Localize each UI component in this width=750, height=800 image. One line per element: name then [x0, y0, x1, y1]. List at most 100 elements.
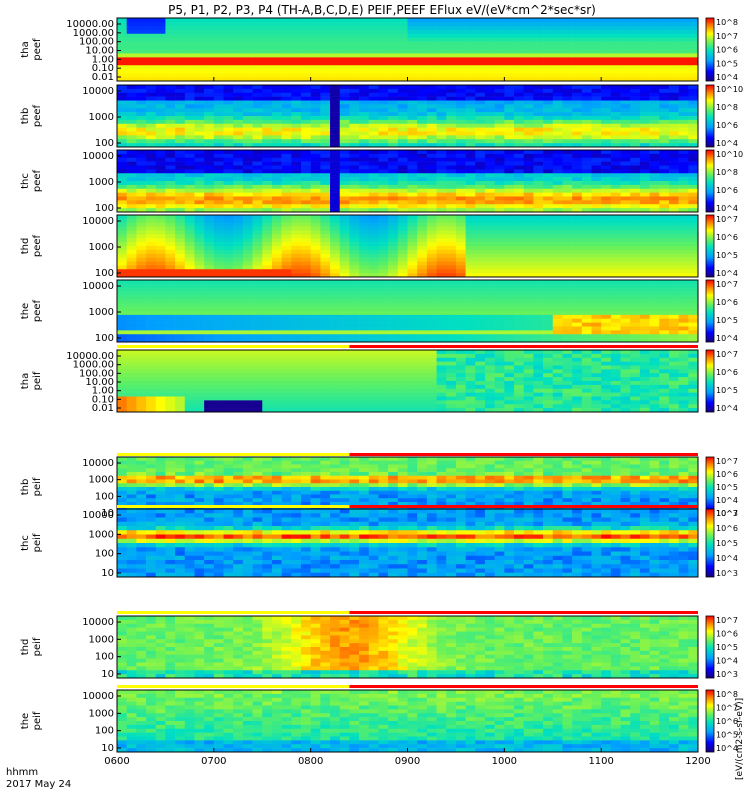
- heatmap-cell: [552, 353, 563, 359]
- heatmap-cell: [591, 173, 602, 178]
- heatmap-cell: [591, 123, 602, 128]
- heatmap-cell: [136, 253, 147, 258]
- heatmap-cell: [639, 153, 650, 159]
- heatmap-cell: [339, 127, 350, 132]
- heatmap-cell: [610, 269, 621, 274]
- heatmap-cell: [242, 196, 253, 201]
- heatmap-cell: [310, 116, 321, 121]
- heatmap-cell: [388, 181, 399, 186]
- heatmap-cell: [281, 96, 292, 101]
- heatmap-cell: [126, 119, 137, 125]
- heatmap-cell: [184, 218, 195, 224]
- heatmap-cell: [175, 77, 186, 82]
- heatmap-cell: [242, 173, 253, 178]
- heatmap-cell: [610, 104, 621, 109]
- heatmap-cell: [388, 246, 399, 251]
- heatmap-cell: [213, 104, 224, 109]
- heatmap-cell: [204, 318, 215, 323]
- heatmap-cell: [165, 169, 176, 174]
- heatmap-cell: [175, 330, 186, 335]
- heatmap-cell: [310, 204, 321, 209]
- heatmap-cell: [514, 41, 524, 46]
- heatmap-cell: [475, 29, 486, 35]
- heatmap-cell: [339, 242, 350, 247]
- heatmap-cell: [184, 222, 195, 227]
- heatmap-cell: [155, 153, 166, 159]
- heatmap-cell: [514, 57, 524, 62]
- heatmap-cell: [320, 165, 331, 170]
- heatmap-cell: [136, 181, 147, 186]
- heatmap-cell: [668, 230, 679, 235]
- heatmap-cell: [242, 41, 253, 46]
- heatmap-cell: [572, 165, 583, 170]
- heatmap-cell: [630, 77, 641, 82]
- heatmap-cell: [165, 143, 176, 148]
- heatmap-cell: [668, 242, 679, 247]
- heatmap-cell: [426, 265, 437, 270]
- heatmap-cell: [543, 92, 554, 97]
- heatmap-cell: [417, 192, 428, 197]
- heatmap-cell: [165, 153, 176, 159]
- heatmap-cell: [388, 177, 399, 182]
- heatmap-cell: [455, 314, 466, 320]
- heatmap-cell: [242, 73, 253, 78]
- heatmap-cell: [494, 177, 505, 182]
- heatmap-cell: [591, 165, 602, 170]
- heatmap-cell: [368, 25, 379, 31]
- heatmap-cell: [213, 119, 224, 125]
- heatmap-cell: [271, 303, 282, 308]
- heatmap-cell: [310, 353, 321, 359]
- heatmap-cell: [504, 257, 515, 262]
- heatmap-cell: [639, 273, 650, 278]
- colorbar-tick-label: 10^6: [716, 298, 738, 307]
- heatmap-cell: [233, 334, 244, 339]
- heatmap-cell: [533, 33, 544, 38]
- heatmap-cell: [620, 291, 631, 296]
- heatmap-cell: [378, 253, 389, 258]
- heatmap-cell: [417, 353, 428, 359]
- heatmap-cell: [262, 280, 273, 285]
- heatmap-cell: [175, 173, 186, 178]
- heatmap-cell: [572, 303, 583, 308]
- heatmap-cell: [523, 200, 534, 205]
- heatmap-cell: [281, 33, 292, 38]
- heatmap-cell: [165, 21, 176, 27]
- heatmap-cell: [117, 299, 127, 304]
- heatmap-cell: [649, 41, 660, 46]
- heatmap-cell: [233, 77, 244, 82]
- heatmap-cell: [300, 45, 311, 50]
- heatmap-cell: [455, 127, 466, 132]
- heatmap-cell: [475, 25, 486, 31]
- heatmap-cell: [349, 77, 360, 82]
- heatmap-cell: [639, 291, 650, 296]
- heatmap-cell: [378, 177, 389, 182]
- heatmap-cell: [552, 238, 563, 243]
- heatmap-cell: [426, 283, 437, 289]
- heatmap-cell: [194, 65, 205, 70]
- heatmap-cell: [136, 222, 147, 227]
- heatmap-cell: [368, 257, 379, 262]
- heatmap-cell: [388, 353, 399, 359]
- heatmap-cell: [155, 192, 166, 197]
- heatmap-cell: [252, 230, 263, 235]
- heatmap-cell: [484, 33, 495, 38]
- heatmap-cell: [368, 116, 379, 121]
- heatmap-cell: [262, 143, 273, 148]
- heatmap-cell: [494, 273, 505, 278]
- heatmap-cell: [213, 326, 224, 331]
- heatmap-cell: [271, 177, 282, 182]
- heatmap-cell: [639, 112, 650, 117]
- heatmap-cell: [271, 77, 282, 82]
- heatmap-cell: [484, 242, 495, 247]
- heatmap-cell: [194, 192, 205, 197]
- heatmap-cell: [271, 188, 282, 193]
- heatmap-cell: [591, 192, 602, 197]
- heatmap-cell: [494, 18, 505, 23]
- heatmap-cell: [271, 265, 282, 270]
- heatmap-cell: [175, 311, 186, 316]
- heatmap-cell: [601, 157, 612, 162]
- heatmap-cell: [117, 25, 127, 31]
- heatmap-cell: [475, 41, 486, 46]
- heatmap-cell: [359, 127, 370, 132]
- heatmap-cell: [262, 77, 273, 82]
